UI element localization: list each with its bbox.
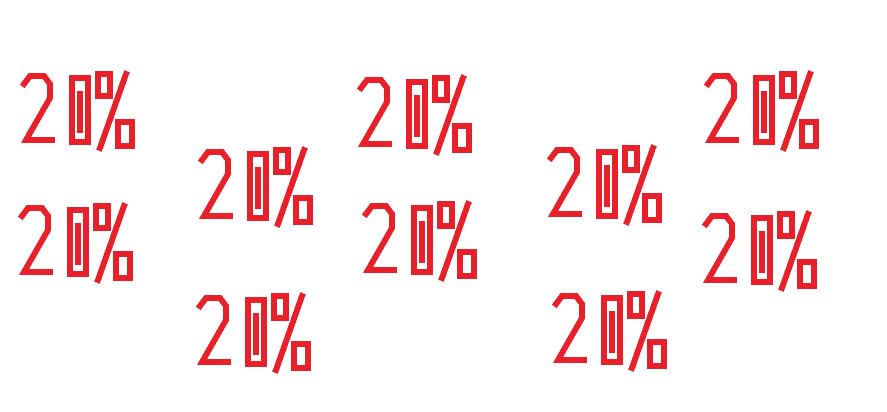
percent-circle-top bbox=[779, 71, 797, 99]
percent-glyphs bbox=[195, 292, 311, 374]
digit-two bbox=[546, 147, 582, 217]
digit-two bbox=[356, 77, 392, 147]
percent-slash bbox=[272, 292, 306, 374]
percent-circle-top bbox=[93, 203, 111, 231]
percent-glyphs bbox=[17, 202, 133, 284]
digit-zero bbox=[411, 205, 433, 275]
percent-circle-top bbox=[627, 291, 645, 319]
percent-circle-bottom bbox=[115, 119, 135, 149]
percent-glyphs bbox=[19, 70, 135, 152]
percent-slash bbox=[96, 70, 130, 152]
percent-slash bbox=[438, 200, 472, 282]
percent-label-4: 20% bbox=[194, 290, 319, 375]
percent-glyphs bbox=[703, 70, 819, 152]
percent-label-3: 20% bbox=[196, 144, 321, 229]
percent-circle-bottom bbox=[457, 249, 477, 279]
percent-circle-bottom bbox=[291, 341, 311, 371]
percent-circle-top bbox=[273, 147, 291, 175]
digit-zero bbox=[751, 215, 773, 285]
digit-zero bbox=[601, 295, 623, 365]
digit-two bbox=[361, 203, 397, 273]
percent-glyphs bbox=[551, 290, 667, 372]
percent-label-8: 20% bbox=[550, 288, 675, 373]
digit-zero bbox=[406, 79, 428, 149]
percent-circle-top bbox=[622, 145, 640, 173]
percent-label-6: 20% bbox=[360, 198, 485, 283]
percent-slash bbox=[274, 146, 308, 228]
percent-slash bbox=[778, 210, 812, 292]
percent-glyphs bbox=[361, 200, 477, 282]
percent-slash bbox=[780, 70, 814, 152]
percent-label-2: 20% bbox=[16, 200, 141, 285]
digit-zero bbox=[753, 75, 775, 145]
percent-slash bbox=[94, 202, 128, 284]
percent-slash bbox=[628, 290, 662, 372]
percent-circle-top bbox=[95, 71, 113, 99]
percent-circle-bottom bbox=[113, 251, 133, 281]
percent-glyphs bbox=[197, 146, 313, 228]
percent-glyphs bbox=[356, 74, 472, 156]
percent-circle-top bbox=[271, 293, 289, 321]
percent-circle-top bbox=[437, 201, 455, 229]
percent-circle-bottom bbox=[452, 123, 472, 153]
percent-label-9: 20% bbox=[702, 68, 827, 153]
percent-glyphs bbox=[546, 144, 662, 226]
digit-zero bbox=[247, 151, 269, 221]
percent-label-7: 20% bbox=[545, 142, 670, 227]
percent-slash bbox=[433, 74, 467, 156]
percent-circle-bottom bbox=[293, 195, 313, 225]
percent-slash bbox=[623, 144, 657, 226]
digit-two bbox=[701, 213, 737, 283]
percent-circle-top bbox=[777, 211, 795, 239]
digit-zero bbox=[245, 297, 267, 367]
digit-zero bbox=[69, 75, 91, 145]
digit-two bbox=[195, 295, 231, 365]
digit-zero bbox=[596, 149, 618, 219]
percent-label-1: 20% bbox=[18, 68, 143, 153]
percent-circle-bottom bbox=[797, 259, 817, 289]
digit-two bbox=[551, 293, 587, 363]
digit-two bbox=[703, 73, 739, 143]
digit-two bbox=[19, 73, 55, 143]
digit-two bbox=[17, 205, 53, 275]
percent-circle-top bbox=[432, 75, 450, 103]
percent-glyphs bbox=[701, 210, 817, 292]
percent-circle-bottom bbox=[799, 119, 819, 149]
digit-two bbox=[197, 149, 233, 219]
percent-circle-bottom bbox=[642, 193, 662, 223]
percent-circle-bottom bbox=[647, 339, 667, 369]
percent-label-10: 20% bbox=[700, 208, 825, 293]
percent-label-5: 20% bbox=[355, 72, 480, 157]
digit-zero bbox=[67, 207, 89, 277]
